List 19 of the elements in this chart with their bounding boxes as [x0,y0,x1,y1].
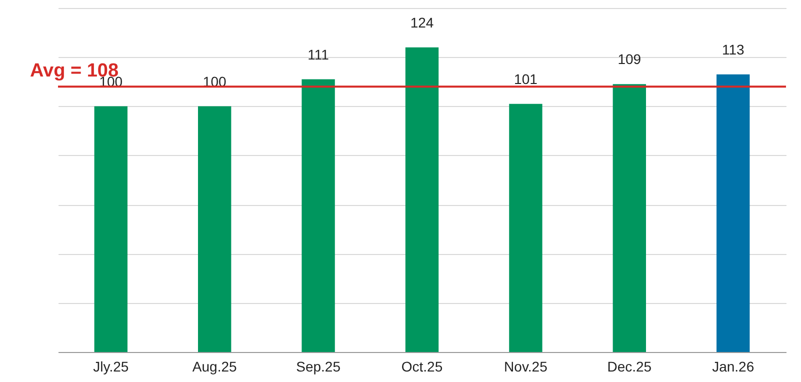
x-tick-label: Jly.25 [93,358,129,374]
x-tick-label: Nov.25 [504,358,548,374]
x-tick-label: Sep.25 [296,358,341,374]
x-tick-label: Oct.25 [401,358,443,374]
data-label: 111 [308,46,330,62]
x-tick-label: Jan.26 [712,358,754,374]
data-label: 109 [618,51,642,68]
data-label: 101 [514,70,538,87]
bar [716,74,750,352]
bar [405,47,439,352]
bar [509,104,542,352]
bar [94,106,128,352]
x-tick-label: Dec.25 [607,358,652,374]
bar [302,79,335,352]
bar [612,84,646,352]
data-label: 124 [410,14,434,30]
data-label: 113 [722,41,744,58]
bar [198,106,232,352]
x-tick-label: Aug.25 [192,358,237,374]
